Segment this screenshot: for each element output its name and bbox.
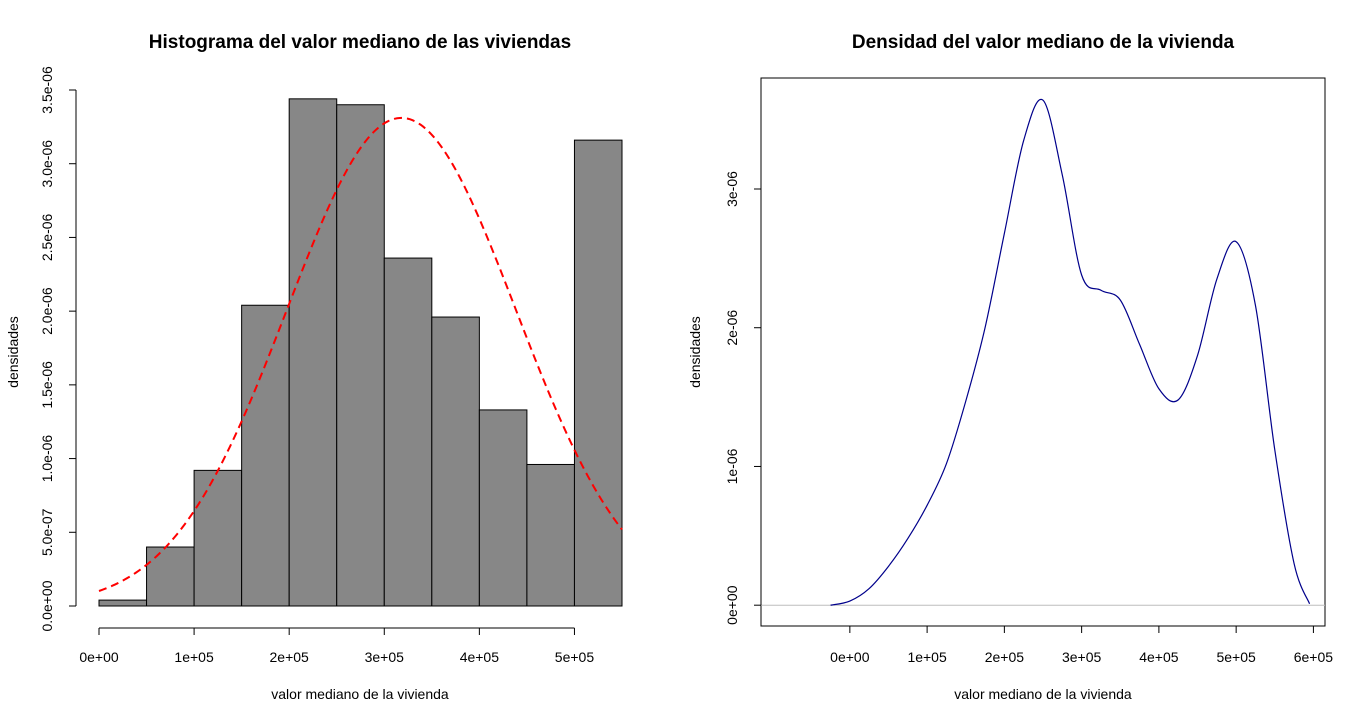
histogram-y-tick-label: 1.5e-06 (39, 361, 55, 409)
histogram-bar (526, 463, 575, 607)
histogram-title: Histograma del valor mediano de las vivi… (149, 32, 571, 53)
density-y-tick-label: 3e-06 (724, 171, 740, 207)
histogram-bar (288, 98, 338, 607)
histogram-x-axis: 0e+00 1e+05 2e+05 3e+05 4e+05 5e+05 (79, 627, 595, 665)
histogram-bar (383, 257, 433, 607)
histogram-bar (478, 409, 528, 607)
density-y-tick-label: 1e-06 (724, 448, 740, 484)
density-title: Densidad del valor mediano de la viviend… (852, 32, 1235, 53)
density-y-tick-label: 2e-06 (724, 310, 740, 346)
density-plot-frame (760, 77, 1326, 627)
density-x-tick-label: 6e+05 (1294, 649, 1334, 665)
density-y-tick-label: 0e+00 (724, 585, 740, 625)
density-y-label: densidades (687, 316, 703, 388)
histogram-x-tick-label: 5e+05 (555, 649, 595, 665)
density-x-tick-label: 4e+05 (1139, 649, 1179, 665)
histogram-y-tick-label: 2.5e-06 (39, 213, 55, 261)
histogram-bar (241, 304, 290, 607)
histogram-bar (98, 599, 148, 607)
histogram-x-tick-label: 0e+00 (79, 649, 119, 665)
normal-curve (98, 116, 623, 592)
histogram-bar (193, 469, 243, 607)
histogram-x-label: valor mediano de la vivienda (271, 686, 449, 702)
density-x-label: valor mediano de la vivienda (954, 686, 1132, 702)
histogram-panel: Histograma del valor mediano de las vivi… (5, 32, 623, 702)
histogram-y-label: densidades (5, 316, 21, 388)
histogram-bar (431, 316, 480, 607)
density-x-tick-label: 0e+00 (830, 649, 870, 665)
histogram-y-axis: 0.0e+00 5.0e-07 1.0e-06 1.5e-06 2.0e-06 2.5e-… (39, 66, 77, 632)
density-y-axis: 0e+00 1e-06 2e-06 3e-06 (724, 171, 762, 625)
histogram-bars (98, 98, 623, 607)
histogram-x-tick-label: 4e+05 (460, 649, 500, 665)
density-panel: Densidad del valor mediano de la viviend… (687, 32, 1333, 702)
histogram-bar (573, 139, 623, 607)
density-x-axis: 0e+00 1e+05 2e+05 3e+05 4e+05 5e+05 6e+05 (830, 625, 1334, 665)
density-x-tick-label: 1e+05 (907, 649, 947, 665)
histogram-x-tick-label: 1e+05 (174, 649, 214, 665)
density-x-tick-label: 5e+05 (1216, 649, 1256, 665)
histogram-y-tick-label: 1.0e-06 (39, 435, 55, 483)
histogram-x-tick-label: 2e+05 (270, 649, 310, 665)
histogram-y-tick-label: 3.5e-06 (39, 66, 55, 114)
density-x-tick-label: 3e+05 (1062, 649, 1102, 665)
histogram-y-tick-label: 5.0e-07 (39, 508, 55, 556)
density-line (830, 98, 1311, 606)
histogram-y-tick-label: 3.0e-06 (39, 140, 55, 188)
histogram-x-tick-label: 3e+05 (365, 649, 405, 665)
histogram-bar (336, 104, 385, 607)
histogram-y-tick-label: 2.0e-06 (39, 287, 55, 335)
histogram-bar (146, 546, 195, 607)
density-x-tick-label: 2e+05 (985, 649, 1025, 665)
histogram-y-tick-label: 0.0e+00 (39, 580, 55, 631)
